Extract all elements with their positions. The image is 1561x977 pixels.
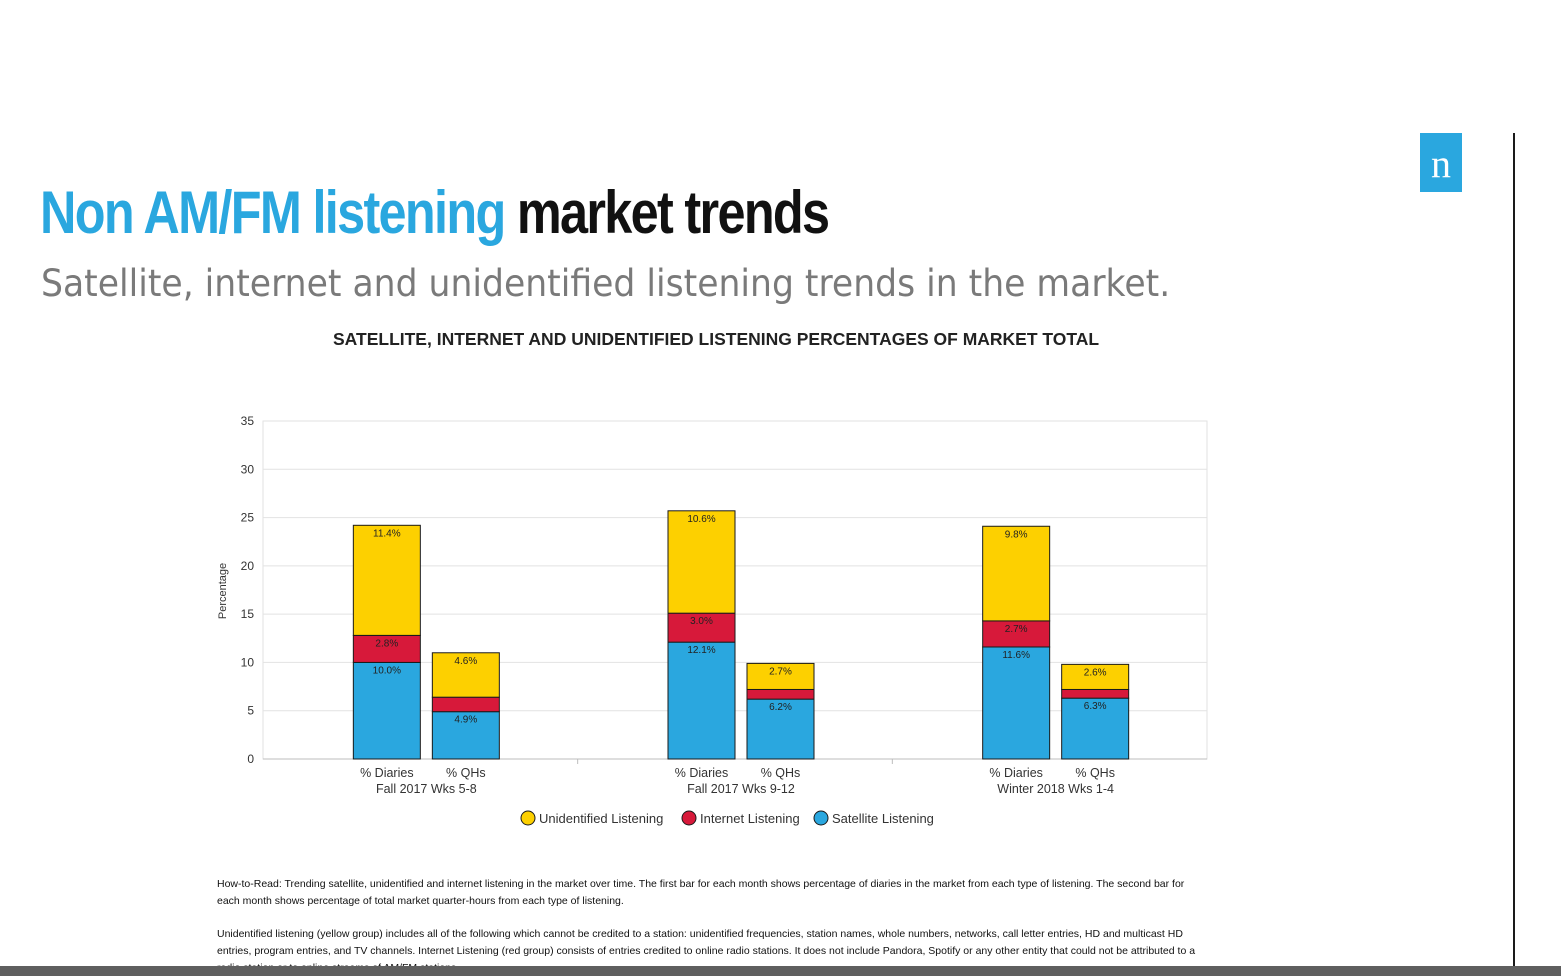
bar-segment [982,525,1051,622]
bar-category-label: % Diaries [360,766,414,780]
y-tick-label: 15 [241,607,255,621]
bar-segment [1061,697,1130,760]
bar-segment [746,688,815,700]
bar-segment [352,524,421,636]
data-label: 2.7% [769,666,792,677]
y-tick-label: 20 [241,559,255,573]
bar-segment [352,661,421,760]
bar-segment [746,662,815,690]
data-label: 12.1% [687,645,715,656]
data-label: 2.7% [1005,624,1028,635]
bar-segment [431,696,500,713]
data-label: 3.0% [690,616,713,627]
page-subtitle: Satellite, internet and unidentified lis… [41,262,1171,305]
legend-label: Unidentified Listening [539,811,663,826]
data-label: 10.6% [687,514,715,525]
title-rest: market trends [516,179,830,246]
chart-title: SATELLITE, INTERNET AND UNIDENTIFIED LIS… [333,329,1100,349]
legend-marker [520,810,536,826]
data-label: 11.4% [373,528,401,539]
group-label: Winter 2018 Wks 1-4 [997,782,1114,796]
group-label: Fall 2017 Wks 9-12 [687,782,795,796]
data-label: 2.8% [375,638,398,649]
legend-marker [813,810,829,826]
bar-segment [431,652,500,698]
page-title: Non AM/FM listening market trends [40,178,830,247]
bar-category-label: % Diaries [989,766,1043,780]
data-label: 9.8% [1005,529,1028,540]
bar-segment [667,641,736,760]
bottom-scroll-bar [0,966,1561,976]
bar-category-label: % QHs [446,766,486,780]
legend-label: Internet Listening [700,811,800,826]
data-label: 6.3% [1084,701,1107,712]
legend-label: Satellite Listening [832,811,934,826]
how-to-read-note: How-to-Read: Trending satellite, unident… [217,878,1185,907]
data-label: 4.9% [454,715,477,726]
y-axis-label: Percentage [217,563,229,619]
bar-category-label: % QHs [1075,766,1115,780]
title-accent: Non AM/FM listening [40,179,506,246]
group-label: Fall 2017 Wks 5-8 [376,782,477,796]
y-tick-label: 25 [241,511,255,525]
definitions-note: Unidentified listening (yellow group) in… [217,928,1196,974]
bar-category-label: % Diaries [675,766,729,780]
bar-segment [982,620,1051,648]
data-label: 4.6% [454,656,477,667]
y-tick-label: 10 [241,655,255,669]
bar-segment [982,646,1051,760]
bar-segment [1061,663,1130,690]
data-label: 10.0% [373,665,401,676]
bar-segment [667,510,736,614]
y-tick-label: 35 [241,414,255,428]
bar-segment [1061,688,1130,699]
bar-segment [667,612,736,643]
data-label: 2.6% [1084,667,1107,678]
bar-segment [431,711,500,760]
y-tick-label: 0 [247,752,254,766]
y-tick-label: 30 [241,462,255,476]
slide-border [1513,133,1515,976]
bar-segment [746,698,815,760]
legend-marker [681,810,697,826]
brand-logo: n [1420,133,1462,192]
data-label: 6.2% [769,702,792,713]
y-tick-label: 5 [247,704,254,718]
data-label: 11.6% [1002,650,1030,661]
bar-category-label: % QHs [761,766,801,780]
